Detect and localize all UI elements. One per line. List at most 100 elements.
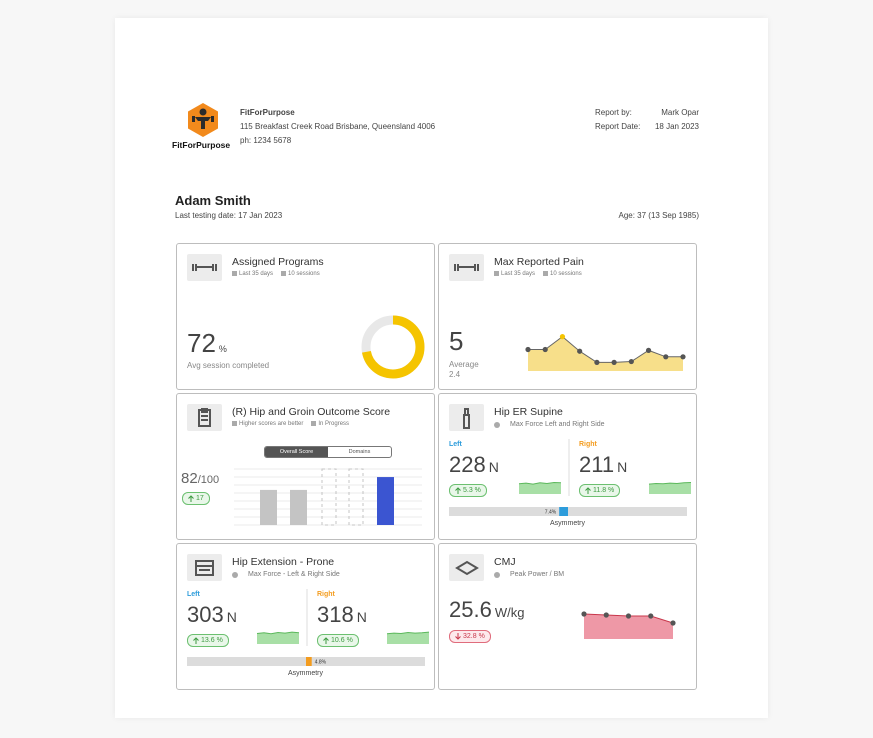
side-label: Left: [187, 591, 200, 598]
change-value: 32.8 %: [463, 633, 485, 640]
change-value: 10.6 %: [331, 637, 353, 644]
asymmetry-label: Asymmetry: [288, 670, 323, 677]
card-subtitle: Max Force Left and Right Side: [494, 421, 605, 428]
change-value: 17: [196, 495, 204, 502]
trend-point: [680, 354, 686, 360]
company-phone: ph: 1234 5678: [240, 136, 292, 145]
change-value: 11.8 %: [593, 487, 615, 494]
value: 211: [579, 452, 615, 477]
value: 318: [317, 602, 354, 627]
meta-icon: [543, 271, 549, 276]
card-subtitle: Max Force - Left & Right Side: [232, 571, 340, 578]
change-arrow: [193, 637, 199, 644]
card-icon: [187, 554, 222, 581]
card-subtitle: Peak Power / BM: [494, 571, 564, 578]
big-value: 25.6 W/kg: [449, 597, 524, 623]
meta-item: Last 35 days: [232, 271, 273, 277]
meta-icon: [232, 421, 237, 426]
glyph: [195, 560, 214, 576]
subtitle-text: Max Force Left and Right Side: [510, 421, 605, 428]
card: Max Reported Pain Last 35 days 10 sessions…: [438, 243, 697, 390]
side-label: Right: [579, 441, 597, 448]
subtitle-text: Max Force - Left & Right Side: [248, 571, 340, 578]
meta-text: Last 35 days: [501, 271, 536, 278]
trend-line: [528, 335, 683, 363]
value: 72: [187, 328, 216, 358]
change-arrow: [455, 487, 461, 494]
arrow: [455, 487, 461, 494]
meta-item: In Progress: [311, 421, 349, 427]
meta-item: 10 sessions: [281, 271, 320, 277]
asymmetry-value: 7.4%: [545, 510, 557, 516]
trend-area: [528, 336, 683, 371]
patient-name: Adam Smith: [175, 193, 251, 208]
logo: [188, 103, 218, 137]
card-meta: Last 35 days 10 sessions: [494, 271, 582, 277]
change-badge: 11.8 %: [579, 484, 621, 497]
trend-line: [518, 481, 562, 485]
card-icon: [449, 554, 484, 581]
side-value: 228 N: [449, 452, 499, 478]
meta-icon: [311, 421, 317, 426]
glyph: [455, 560, 479, 576]
trend-point: [559, 334, 566, 340]
trend-point: [670, 620, 676, 626]
meta-text: Last 35 days: [239, 271, 274, 278]
glyph: [454, 264, 479, 271]
meta-text: In Progress: [318, 421, 350, 428]
change-value: 5.3 %: [463, 487, 481, 494]
card-graphics: 4.8%: [187, 589, 430, 666]
last-testing: Last testing date: 17 Jan 2023: [175, 211, 283, 220]
change-badge: 17: [182, 492, 210, 505]
tab[interactable]: Overall Score: [265, 447, 328, 457]
age: Age: 37 (13 Sep 1985): [618, 211, 699, 220]
bar: [260, 489, 277, 525]
card-title: CMJ: [494, 556, 516, 568]
card-graphics: [361, 315, 425, 379]
arrow: [455, 633, 461, 640]
change-badge: 32.8 %: [449, 630, 491, 643]
caption: Avg session completed: [187, 361, 270, 370]
trend-point: [648, 613, 654, 619]
card-graphics: [525, 334, 686, 371]
report-by-label: Report by:: [595, 108, 632, 117]
sub-value: 2.4: [449, 370, 461, 379]
change-badge: 10.6 %: [317, 634, 359, 647]
card-icon: [187, 404, 222, 431]
card-icon: [449, 404, 484, 431]
change-badge: 13.6 %: [187, 634, 229, 647]
subtitle-icon: [232, 571, 238, 578]
trend-point: [625, 613, 632, 619]
meta-item: Last 35 days: [494, 271, 535, 277]
trend-area: [387, 632, 429, 644]
card-graphics: [581, 611, 676, 639]
card-graphics: [234, 468, 422, 526]
big-value: 5: [449, 326, 464, 356]
icon-glyph: [195, 560, 214, 576]
trend-point: [628, 358, 634, 365]
unit: N: [488, 459, 499, 475]
subtitle-text: Peak Power / BM: [510, 571, 565, 578]
card-title: Hip ER Supine: [494, 406, 563, 418]
icon-glyph: [198, 408, 211, 427]
trend-area: [519, 482, 561, 494]
trend-point: [581, 611, 587, 617]
value: 303: [187, 602, 224, 627]
trend-area: [257, 632, 299, 644]
trend-point: [603, 612, 609, 618]
arrow: [188, 495, 194, 502]
card-title: Assigned Programs: [232, 256, 324, 268]
bar: [290, 489, 307, 525]
glyph: [463, 408, 470, 429]
company-name: FitForPurpose: [240, 108, 295, 117]
value: 82: [181, 470, 198, 487]
trend-point: [577, 348, 583, 354]
side-value: 318 N: [317, 602, 367, 628]
card-title: Max Reported Pain: [494, 256, 584, 268]
change-arrow: [585, 487, 591, 494]
card: Assigned Programs Last 35 days 10 sessions…: [176, 243, 435, 390]
report-by: Mark Opar: [661, 108, 699, 117]
bar-placeholder: [321, 468, 337, 526]
tab[interactable]: Domains: [348, 449, 371, 455]
